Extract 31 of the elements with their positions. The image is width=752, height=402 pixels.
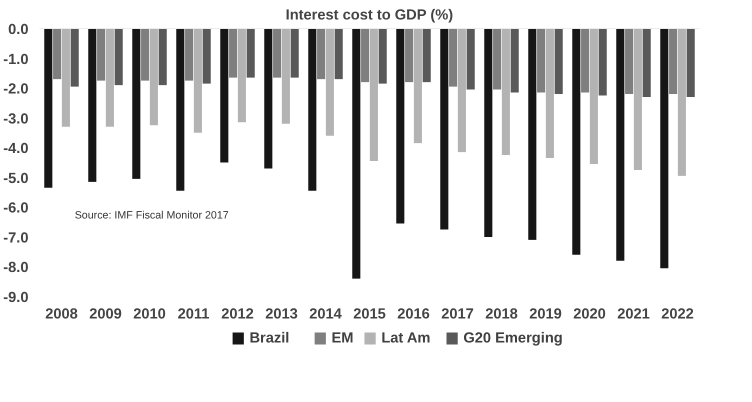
y-tick-label: -9.0 xyxy=(3,290,29,306)
x-tick-label: 2008 xyxy=(45,306,78,322)
x-tick-label: 2019 xyxy=(529,306,562,322)
legend-label: Brazil xyxy=(249,330,290,346)
y-tick-label: -7.0 xyxy=(3,230,29,246)
y-tick-label: -3.0 xyxy=(3,111,29,128)
x-tick-label: 2013 xyxy=(265,306,298,322)
x-tick-label: 2011 xyxy=(178,306,210,322)
x-tick-label: 2018 xyxy=(485,306,518,322)
x-tick-label: 2009 xyxy=(89,306,122,322)
x-tick-label: 2015 xyxy=(353,306,386,322)
chart-title: Interest cost to GDP (%) xyxy=(286,8,454,24)
legend-label: G20 Emerging xyxy=(463,330,563,346)
y-tick-label: -2.0 xyxy=(3,82,29,98)
legend-label: Lat Am xyxy=(381,330,430,346)
x-tick-label: 2016 xyxy=(397,306,430,322)
x-tick-label: 2010 xyxy=(133,306,166,322)
x-tick-label: 2020 xyxy=(573,306,606,322)
y-tick-label: 0.0 xyxy=(8,22,28,38)
y-tick-label: -1.0 xyxy=(3,52,29,68)
y-tick-label: -6.0 xyxy=(3,200,29,217)
x-tick-label: 2014 xyxy=(309,306,343,322)
x-tick-label: 2012 xyxy=(221,306,254,322)
x-tick-label: 2022 xyxy=(661,306,694,322)
x-tick-label: 2017 xyxy=(441,306,474,322)
annotation: Source: IMF Fiscal Monitor 2017 xyxy=(74,209,229,222)
legend-label: EM xyxy=(331,330,354,346)
y-tick-label: -4.0 xyxy=(3,141,29,158)
x-tick-label: 2021 xyxy=(617,306,650,322)
y-tick-label: -5.0 xyxy=(3,170,29,187)
y-tick-label: -8.0 xyxy=(3,260,29,276)
